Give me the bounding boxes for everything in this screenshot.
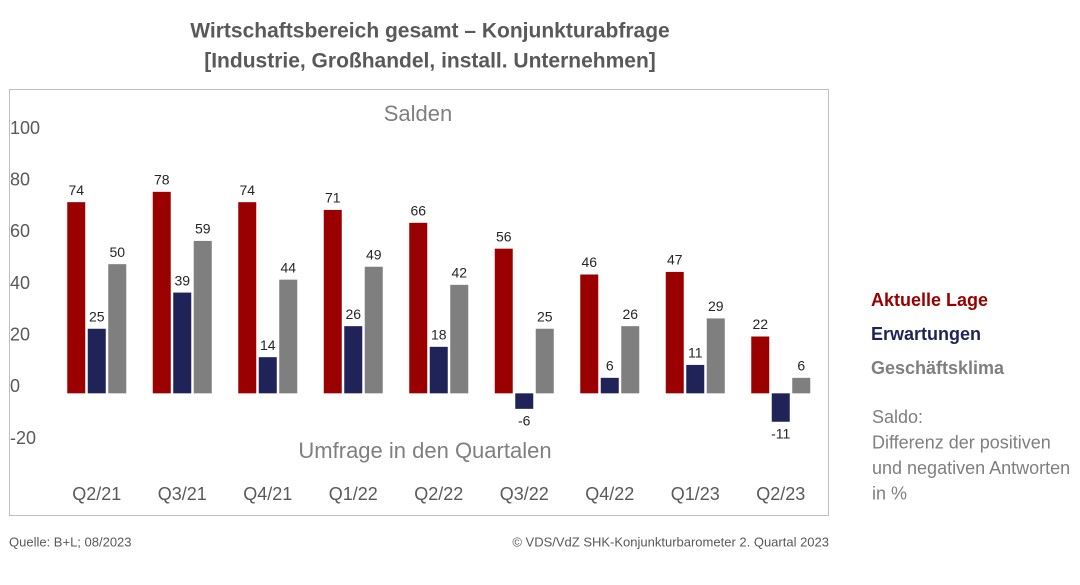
- bar: [751, 336, 770, 394]
- value-label: 50: [109, 244, 125, 260]
- x-tick-label: Q4/22: [585, 484, 634, 504]
- value-label: 29: [708, 298, 724, 314]
- value-label: 26: [622, 306, 638, 322]
- legend-label: Erwartungen: [871, 324, 981, 344]
- copyright: © VDS/VdZ SHK-Konjunkturbarometer 2. Qua…: [512, 534, 829, 549]
- value-label: 46: [581, 254, 597, 270]
- y-tick-label: 60: [10, 221, 30, 241]
- y-tick-label: 40: [10, 273, 30, 293]
- value-label: 47: [667, 252, 683, 268]
- bar: [665, 271, 684, 394]
- note-line: Differenz der positiven: [872, 432, 1051, 452]
- value-label: 56: [496, 228, 512, 244]
- value-label: 66: [410, 203, 426, 219]
- bar: [600, 377, 619, 394]
- bar: [193, 240, 212, 394]
- bar: [706, 318, 725, 394]
- value-label: 25: [89, 308, 105, 324]
- value-label: 14: [260, 337, 276, 353]
- note-line: Saldo:: [872, 407, 923, 427]
- x-axis-title: Umfrage in den Quartalen: [298, 438, 551, 463]
- value-label: 39: [174, 272, 190, 288]
- x-tick-label: Q2/23: [756, 484, 805, 504]
- value-label: 42: [451, 265, 467, 281]
- legend-label: Aktuelle Lage: [871, 290, 988, 310]
- bar: [344, 326, 363, 394]
- x-tick-label: Q1/23: [671, 484, 720, 504]
- x-tick-label: Q3/22: [500, 484, 549, 504]
- bar: [87, 328, 106, 394]
- value-label: 11: [688, 345, 703, 361]
- bar: [323, 209, 342, 394]
- x-tick-label: Q2/21: [72, 484, 121, 504]
- bar: [173, 292, 192, 394]
- bar: [429, 346, 448, 394]
- value-label: 6: [606, 358, 614, 374]
- bar: [771, 393, 790, 422]
- value-label: 78: [154, 172, 170, 188]
- bar: [621, 326, 640, 394]
- value-label: 49: [366, 246, 382, 262]
- value-label: 59: [195, 221, 211, 237]
- legend-label: Geschäftsklima: [871, 358, 1005, 378]
- value-label: 22: [752, 316, 768, 332]
- value-label: 26: [345, 306, 361, 322]
- bar: [279, 279, 298, 394]
- bar: [494, 248, 513, 394]
- bar: [364, 266, 383, 394]
- value-label: 71: [325, 190, 341, 206]
- value-label: -6: [518, 413, 531, 429]
- chart-subtitle: [Industrie, Großhandel, install. Unterne…: [204, 50, 656, 73]
- y-tick-label: -20: [10, 428, 36, 448]
- source: Quelle: B+L; 08/2023: [9, 534, 132, 549]
- bar: [515, 393, 534, 409]
- y-tick-label: 80: [10, 169, 30, 189]
- bar: [792, 377, 811, 394]
- note-line: in %: [872, 483, 907, 503]
- bar: [409, 222, 428, 394]
- bar: [258, 357, 277, 394]
- value-label: 25: [537, 308, 553, 324]
- y-tick-label: 100: [10, 118, 40, 138]
- x-tick-label: Q1/22: [329, 484, 378, 504]
- y-tick-label: 20: [10, 324, 30, 344]
- bar: [580, 274, 599, 394]
- bar: [67, 202, 86, 394]
- value-label: -11: [771, 425, 790, 441]
- y-tick-label: 0: [10, 376, 20, 396]
- value-label: 44: [280, 259, 296, 275]
- bar: [450, 284, 469, 394]
- chart-title: Wirtschaftsbereich gesamt – Konjunkturab…: [190, 20, 669, 43]
- bar: [535, 328, 554, 394]
- value-label: 74: [68, 182, 84, 198]
- x-tick-label: Q3/21: [158, 484, 207, 504]
- value-label: 18: [431, 327, 447, 343]
- y-axis-title: Salden: [384, 101, 453, 126]
- note-line: und negativen Antworten: [872, 458, 1070, 478]
- value-label: 6: [797, 358, 805, 374]
- bar: [152, 191, 171, 394]
- bar: [686, 364, 705, 394]
- bar: [238, 202, 257, 394]
- x-tick-label: Q4/21: [243, 484, 292, 504]
- bar: [108, 264, 127, 394]
- plot-frame: [9, 89, 829, 516]
- value-label: 74: [239, 182, 255, 198]
- x-tick-label: Q2/22: [414, 484, 463, 504]
